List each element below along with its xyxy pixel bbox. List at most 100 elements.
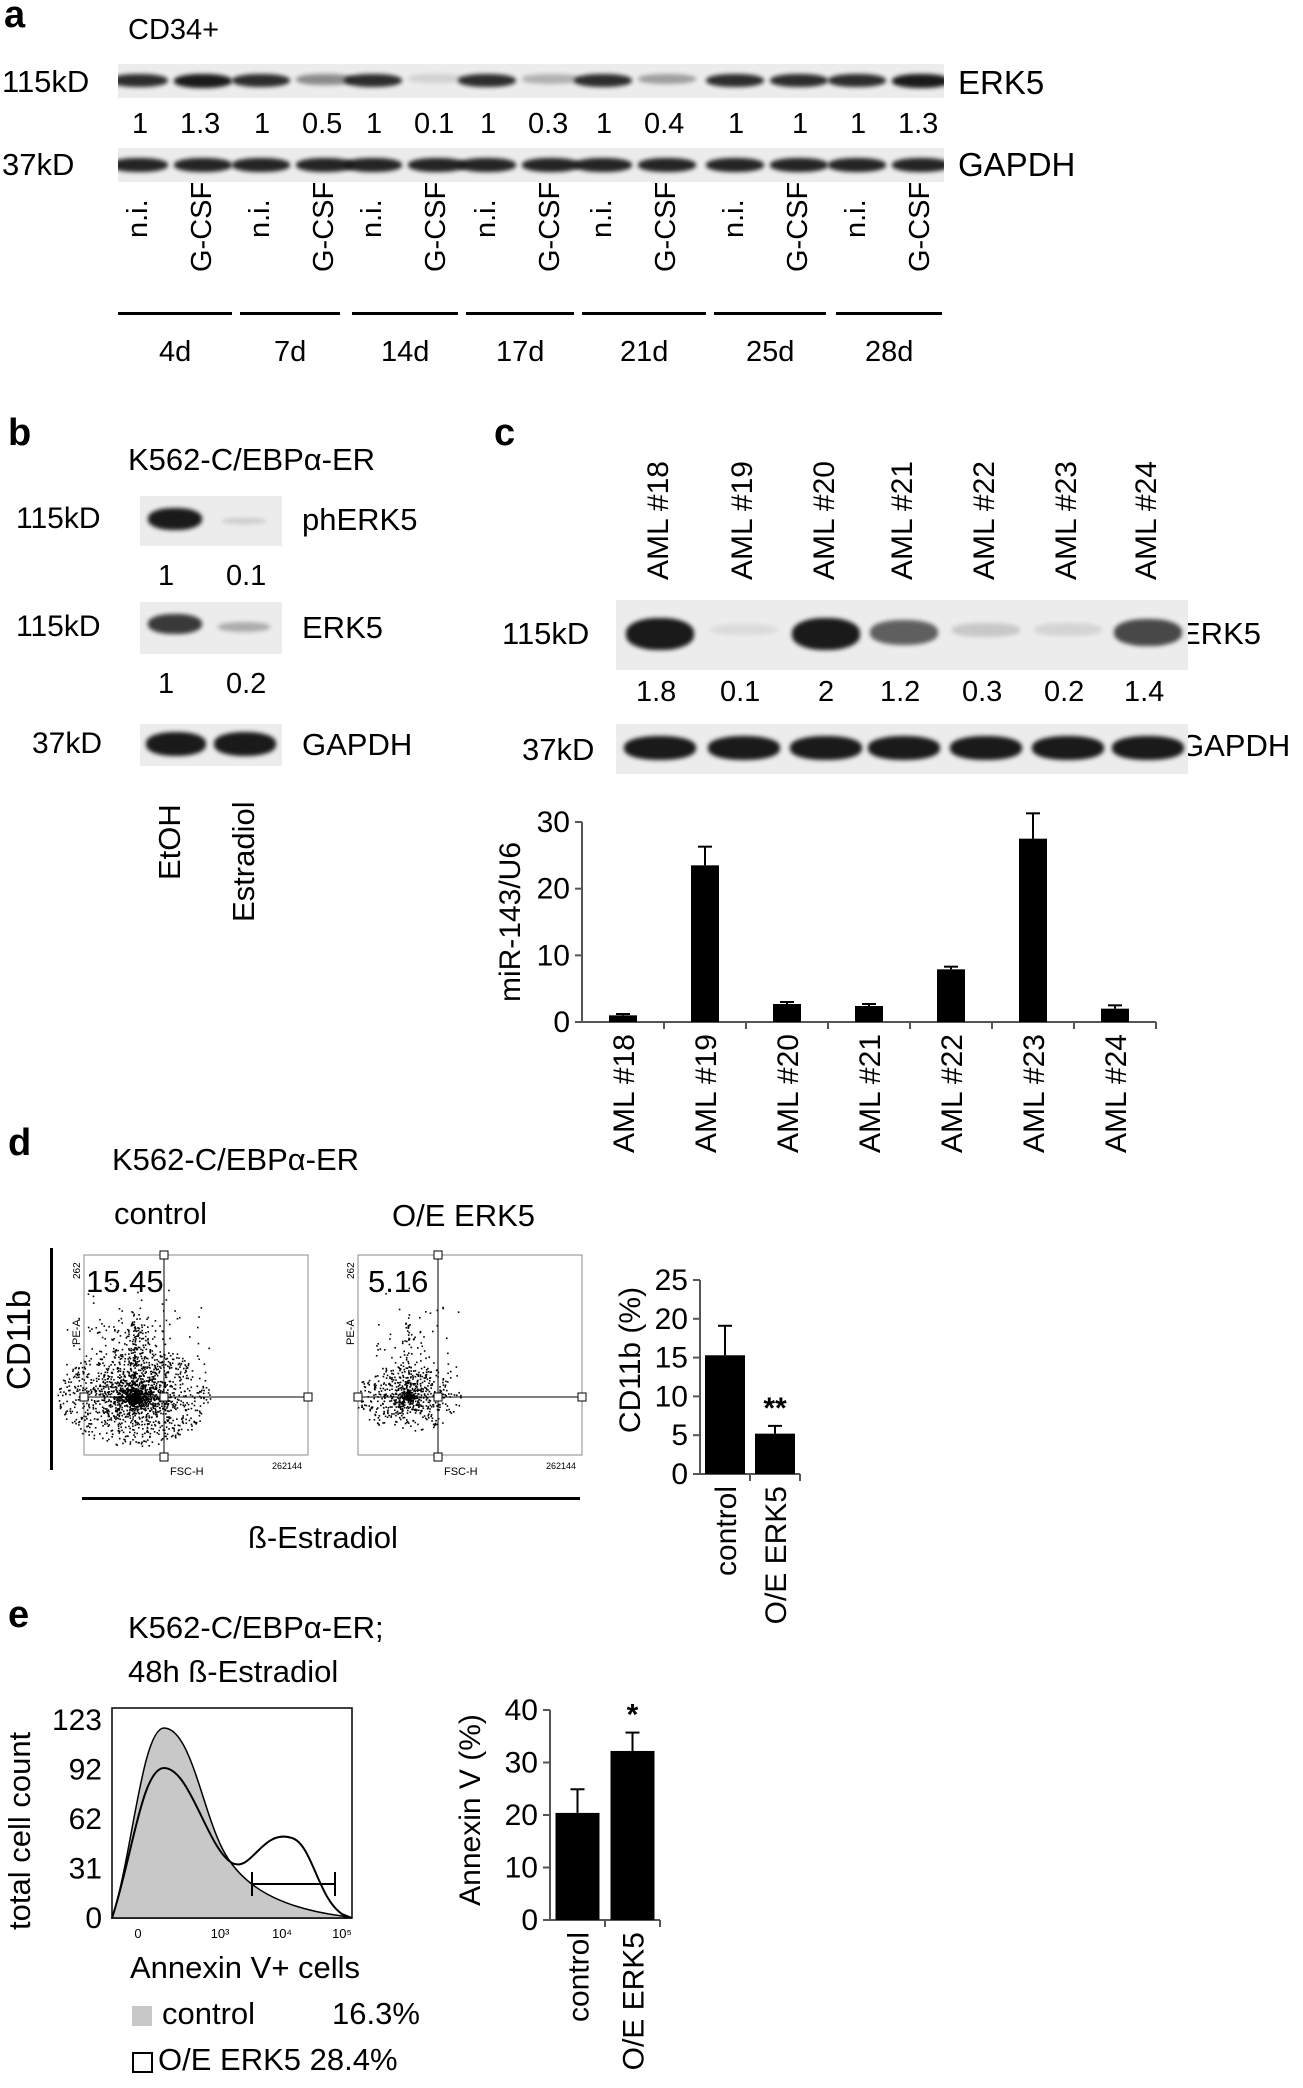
event-dot — [368, 1384, 371, 1386]
event-dot — [137, 1364, 139, 1367]
event-dot — [128, 1425, 130, 1428]
event-dot — [176, 1357, 178, 1359]
event-dot — [166, 1410, 169, 1412]
event-dot — [139, 1331, 141, 1333]
event-dot — [119, 1363, 121, 1366]
event-dot — [127, 1382, 129, 1385]
event-dot — [142, 1344, 145, 1347]
band — [706, 158, 764, 172]
event-dot — [154, 1407, 156, 1410]
event-dot — [158, 1429, 160, 1432]
event-dot — [115, 1407, 117, 1409]
event-dot — [130, 1380, 133, 1383]
band — [458, 74, 516, 88]
event-dot — [406, 1330, 409, 1332]
event-dot — [113, 1337, 115, 1340]
event-dot — [116, 1366, 119, 1369]
event-dot — [146, 1366, 148, 1368]
event-dot — [149, 1351, 152, 1354]
event-dot — [133, 1348, 136, 1350]
event-dot — [122, 1373, 124, 1375]
event-dot — [402, 1379, 405, 1382]
event-dot — [132, 1359, 135, 1362]
event-dot — [374, 1375, 377, 1378]
quant-value: 1.8 — [636, 676, 677, 708]
event-dot — [80, 1428, 82, 1430]
event-dot — [128, 1383, 131, 1385]
event-dot — [141, 1386, 144, 1388]
event-dot — [173, 1430, 176, 1432]
event-dot — [146, 1426, 149, 1429]
event-dot — [124, 1439, 126, 1441]
event-dot — [198, 1316, 200, 1318]
y-tick-label: 20 — [655, 1303, 688, 1336]
event-dot — [138, 1392, 140, 1395]
event-dot — [398, 1399, 401, 1402]
event-dot — [86, 1373, 89, 1376]
gate-handle — [159, 1452, 169, 1462]
event-dot — [72, 1368, 75, 1371]
event-dot — [117, 1427, 120, 1430]
event-dot — [164, 1421, 167, 1424]
event-dot — [396, 1411, 399, 1413]
event-dot — [124, 1384, 127, 1387]
event-dot — [179, 1383, 182, 1386]
event-dot — [161, 1402, 163, 1405]
event-dot — [382, 1422, 384, 1424]
event-dot — [131, 1422, 134, 1425]
event-dot — [72, 1401, 74, 1403]
event-dot — [164, 1374, 167, 1377]
event-dot — [162, 1429, 165, 1431]
event-dot — [194, 1421, 197, 1424]
band — [870, 620, 938, 645]
event-dot — [122, 1419, 125, 1421]
event-dot — [415, 1410, 418, 1412]
event-dot — [165, 1426, 168, 1428]
event-dot — [428, 1390, 431, 1393]
event-dot — [138, 1397, 141, 1400]
event-dot — [173, 1392, 175, 1394]
event-dot — [155, 1373, 158, 1375]
event-dot — [135, 1400, 138, 1403]
event-dot — [137, 1409, 139, 1411]
event-dot — [160, 1412, 162, 1415]
event-dot — [407, 1352, 410, 1355]
event-dot — [83, 1371, 85, 1374]
event-dot — [153, 1412, 155, 1415]
event-dot — [120, 1380, 122, 1382]
event-dot — [410, 1394, 413, 1397]
panel-d-letter: d — [8, 1122, 32, 1164]
event-dot — [158, 1391, 161, 1394]
band — [344, 74, 402, 88]
event-dot — [177, 1368, 179, 1371]
event-dot — [106, 1440, 109, 1442]
event-dot — [200, 1307, 203, 1309]
event-dot — [125, 1387, 128, 1390]
event-dot — [95, 1390, 98, 1392]
event-dot — [408, 1287, 411, 1290]
event-dot — [174, 1404, 177, 1406]
event-dot — [376, 1422, 379, 1424]
event-dot — [190, 1423, 193, 1426]
event-dot — [430, 1387, 433, 1389]
event-dot — [436, 1309, 439, 1312]
event-dot — [84, 1411, 87, 1414]
event-dot — [105, 1386, 107, 1388]
event-dot — [184, 1404, 187, 1406]
band — [770, 74, 828, 88]
event-dot — [378, 1324, 380, 1326]
event-dot — [117, 1423, 120, 1426]
event-dot — [141, 1400, 144, 1403]
event-dot — [360, 1390, 362, 1393]
event-dot — [140, 1363, 143, 1366]
band — [1112, 736, 1184, 760]
event-dot — [399, 1393, 402, 1395]
event-dot — [407, 1394, 409, 1396]
event-dot — [95, 1353, 98, 1355]
event-dot — [124, 1396, 127, 1399]
event-dot — [135, 1406, 137, 1408]
event-dot — [179, 1379, 181, 1382]
event-dot — [414, 1397, 416, 1400]
event-dot — [164, 1403, 166, 1406]
event-dot — [114, 1402, 116, 1405]
